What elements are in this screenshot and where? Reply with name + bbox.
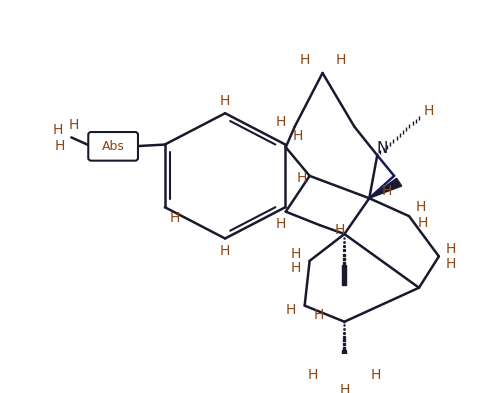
Text: N: N [376,141,388,156]
Text: H: H [276,115,286,129]
Text: H: H [285,303,296,317]
Text: H: H [334,222,345,237]
Text: H: H [291,247,301,261]
Text: H: H [54,140,65,153]
Text: H: H [292,129,302,143]
Text: H: H [307,368,318,382]
Text: H: H [335,53,346,68]
Polygon shape [369,178,402,198]
Text: Abs: Abs [102,140,125,153]
Text: H: H [418,216,428,230]
Text: H: H [313,308,324,321]
Text: H: H [276,217,286,231]
Text: H: H [416,200,426,214]
Text: H: H [300,53,310,68]
Text: H: H [424,103,434,118]
Text: H: H [371,368,381,382]
Text: H: H [169,211,180,225]
Text: H: H [68,118,78,132]
Text: H: H [382,184,393,198]
Text: H: H [297,171,307,185]
FancyBboxPatch shape [88,132,138,161]
Text: H: H [291,261,301,275]
Text: H: H [52,123,63,137]
Text: H: H [446,257,456,270]
Text: H: H [220,244,230,258]
Text: H: H [220,94,230,108]
Text: H: H [339,383,350,393]
Text: H: H [446,242,456,256]
